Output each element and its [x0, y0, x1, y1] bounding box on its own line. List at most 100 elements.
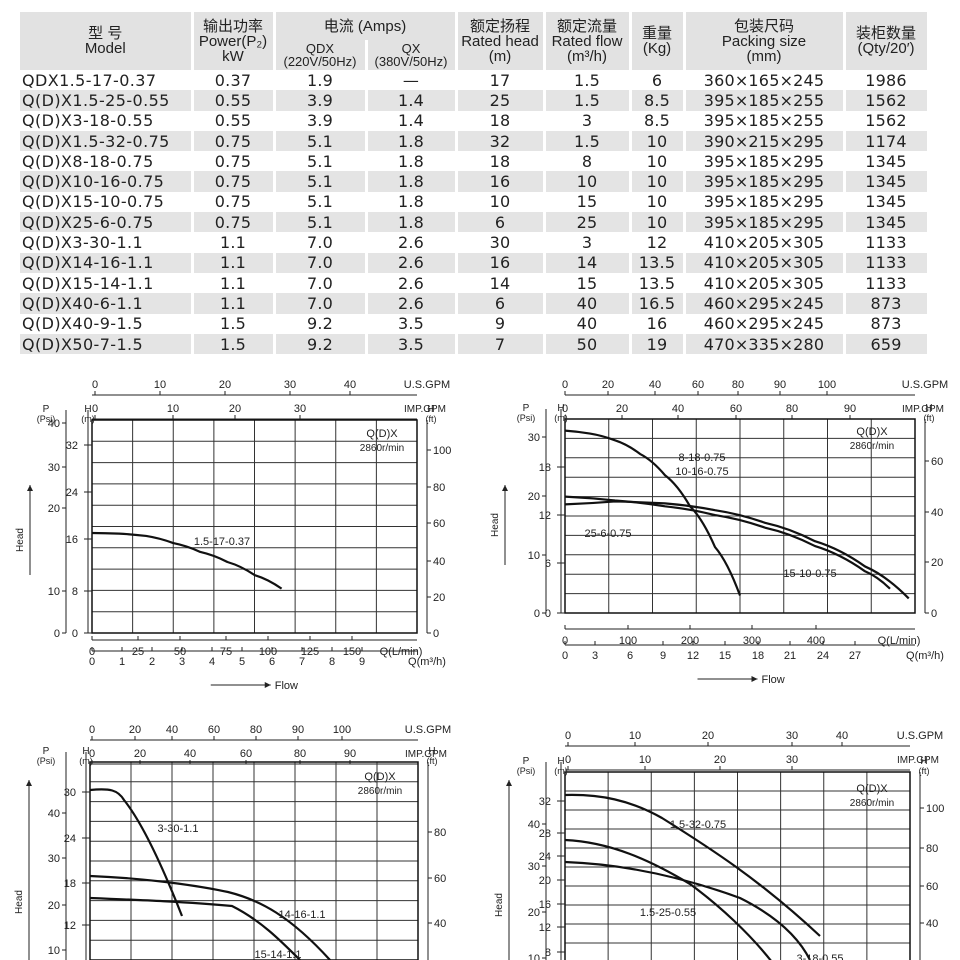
m-axis-unit: (m) [554, 766, 568, 776]
m-tick-label: 32 [539, 796, 551, 808]
cell-head: 16 [456, 252, 545, 273]
ft-axis-letter: H [920, 756, 927, 767]
cell-weight: 13.5 [638, 273, 676, 293]
psi-tick-label: 40 [48, 418, 60, 430]
ft-tick-label: 80 [926, 843, 938, 855]
m3h-tick-label: 0 [562, 650, 568, 662]
lmin-tick-label: 400 [807, 635, 825, 647]
cell-power: 1.1 [192, 293, 274, 314]
ft-axis-letter: H [925, 403, 932, 414]
cell-head: 30 [489, 233, 511, 253]
chart-1-5-17-svg: 0 10 20 30 400 10 20 30U.S.GPMIMP.GPMP(Psi)H(m)… [15, 379, 451, 692]
impgpm-tick-label: 90 [344, 748, 356, 760]
series-curve-3-30-1.1 [89, 788, 184, 917]
cell-qdx: 3.9 [306, 111, 334, 131]
cell-head: 17 [489, 70, 511, 90]
m-tick-label: 24 [539, 851, 551, 863]
psi-tick-label: 0 [54, 628, 60, 640]
cell-head: 10 [489, 192, 511, 212]
cell-head: 16 [456, 171, 545, 192]
lmin-axis-title: Q(L/min) [878, 635, 921, 647]
usgpm-axis-title: U.S.GPM [405, 724, 451, 736]
usgpm-tick-label: 30 [284, 379, 296, 391]
cell-flow: 3 [581, 233, 593, 253]
cell-model: Q(D)X3-18-0.55 [22, 111, 154, 131]
usgpm-tick-label: 20 [129, 724, 141, 736]
usgpm-tick-label: 10 [154, 379, 166, 391]
ft-tick-label: 40 [433, 556, 445, 568]
cell-qdx: 7.0 [306, 233, 334, 253]
usgpm-tick-label: 60 [692, 379, 704, 391]
impgpm-tick-label: 90 [844, 403, 856, 415]
usgpm-tick-label: 100 [333, 724, 351, 736]
cell-weight: 16 [646, 314, 668, 334]
m3h-tick-label: 7 [299, 656, 305, 668]
cell-qdx: 3.9 [274, 90, 366, 111]
cell-packing: 395×185×295 [703, 151, 825, 171]
cell-head: 6 [456, 212, 545, 233]
m3h-tick-label: 6 [269, 656, 275, 668]
m-tick-label: 20 [539, 875, 551, 887]
impgpm-tick-label: 40 [184, 748, 196, 760]
cell-qty: 1562 [844, 90, 929, 111]
chart-note-title: Q(D)X [856, 426, 888, 438]
cell-qty: 1133 [844, 252, 929, 273]
lmin-tick-label: 300 [743, 635, 761, 647]
cell-packing: 460×295×245 [703, 314, 825, 334]
lmin-tick-label: 125 [301, 646, 319, 658]
psi-axis-unit: (Psi) [517, 766, 536, 776]
chart-note-speed: 2860r/min [850, 798, 894, 809]
series-label: 8-18-0.75 [678, 452, 725, 464]
lmin-tick-label: 100 [259, 646, 277, 658]
usgpm-tick-label: 20 [219, 379, 231, 391]
impgpm-tick-label: 10 [639, 754, 651, 766]
cell-qty: 1345 [865, 151, 907, 171]
cell-head: 9 [494, 314, 506, 334]
m-tick-label: 24 [64, 833, 76, 845]
cell-weight: 10 [646, 151, 668, 171]
usgpm-tick-label: 80 [732, 379, 744, 391]
cell-packing: 390×215×295 [684, 130, 845, 152]
cell-weight: 16.5 [630, 293, 685, 314]
cell-weight: 6 [651, 70, 663, 90]
impgpm-axis-title: IMP.GPM [404, 404, 446, 415]
cell-qdx: 9.2 [306, 314, 334, 334]
usgpm-tick-label: 0 [92, 379, 98, 391]
usgpm-tick-label: 10 [629, 730, 641, 742]
flow-arrowhead [751, 676, 758, 682]
cell-head: 14 [489, 273, 511, 293]
cell-head: 32 [456, 130, 545, 152]
cell-weight: 10 [630, 212, 685, 233]
m3h-tick-label: 1 [119, 656, 125, 668]
cell-qty: 1345 [844, 212, 929, 233]
plot-frame [89, 761, 419, 960]
table-row: Q(D)X1.5-25-0.55 0.55 3.9 1.4 25 1.5 8.5 395×18… [20, 90, 929, 111]
lmin-axis-title: Q(L/min) [380, 646, 423, 658]
impgpm-tick-label: 30 [786, 754, 798, 766]
cell-flow: 1.5 [544, 90, 631, 111]
usgpm-tick-label: 40 [344, 379, 356, 391]
cell-qty: 1986 [865, 70, 907, 90]
m-tick-label: 30 [64, 787, 76, 799]
lmin-tick-label: 25 [132, 646, 144, 658]
psi-axis-unit: (Psi) [37, 414, 56, 424]
head-axis-label: Head [14, 890, 25, 914]
chart-1-5-17: 0 10 20 30 40 0 10 20 30 U.S.GPM IMP.GPM P (Psi) H (m)… [0, 375, 470, 705]
flow-axis-label: Flow [762, 674, 785, 686]
m-tick-label: 18 [539, 462, 551, 474]
head-axis-arrowhead [506, 780, 512, 786]
header-current-qdx: QDX (220V/50Hz) [274, 40, 368, 70]
cell-model: Q(D)X15-10-0.75 [22, 192, 165, 212]
cell-power: 0.75 [214, 192, 252, 212]
m3h-tick-label: 6 [627, 650, 633, 662]
ft-axis-letter: H [428, 746, 435, 757]
plot-frame [91, 419, 418, 634]
chart-1-1-series: 0 20 40 60 80 90 100 0 20 40 60 80 90 U.S.GPM IMP.GPM P… [0, 720, 470, 960]
chart-note-title: Q(D)X [366, 428, 398, 440]
cell-weight: 10 [630, 130, 685, 152]
cell-model: QDX1.5-17-0.37 [22, 70, 157, 90]
usgpm-tick-label: 0 [565, 730, 571, 742]
cell-packing: 470×335×280 [684, 333, 845, 355]
cell-model: Q(D)X25-6-0.75 [20, 212, 192, 233]
cell-qx: 1.8 [366, 212, 457, 233]
